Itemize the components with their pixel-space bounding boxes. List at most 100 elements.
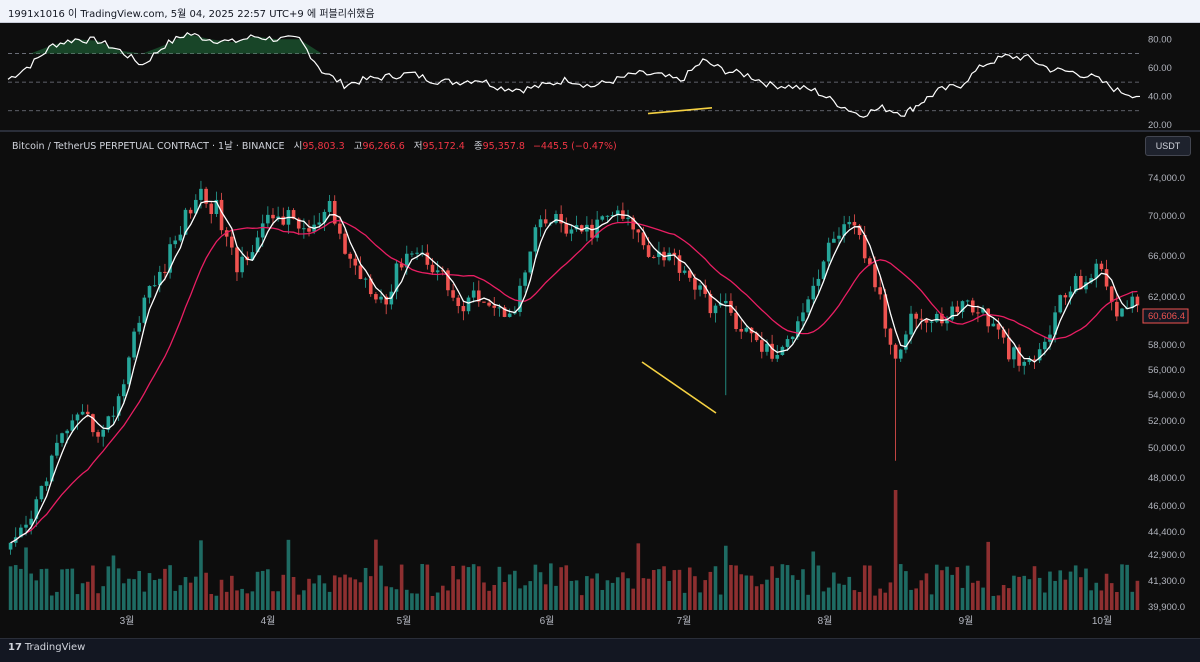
candle-body — [296, 218, 301, 229]
candle-body — [44, 481, 49, 486]
candle-body — [543, 219, 548, 224]
volume-bar — [1109, 583, 1114, 610]
tradingview-brand[interactable]: 17 TradingView — [8, 642, 85, 653]
candle-body — [837, 235, 841, 239]
price-tick-label: 46,000.0 — [1148, 501, 1185, 512]
change-value: −445.5 (−0.47%) — [532, 141, 617, 152]
candle-body — [276, 216, 280, 219]
volume-bar — [868, 565, 872, 610]
brand-name: TradingView — [24, 642, 86, 653]
volume-bar — [981, 587, 985, 610]
price-tick-label: 58,000.0 — [1148, 340, 1185, 351]
time-axis-label: 5월 — [397, 615, 412, 627]
candle-body — [785, 339, 790, 347]
volume-bar — [502, 582, 507, 610]
candle-body — [260, 223, 265, 238]
volume-bar — [950, 574, 954, 610]
candle-body — [194, 199, 198, 214]
candle-body — [60, 433, 64, 443]
volume-bar — [410, 593, 414, 610]
price-tick-label: 41,300.0 — [1148, 576, 1185, 587]
volume-bar — [667, 580, 671, 610]
candle-body — [142, 297, 147, 323]
candle-body — [379, 296, 383, 300]
candle-body — [281, 216, 286, 225]
rsi-divergence-line — [647, 107, 713, 115]
volume-bar — [528, 581, 533, 610]
candle-body — [1048, 334, 1052, 342]
rsi-pane[interactable]: 80.00 60.00 40.00 20.00 — [0, 23, 1200, 131]
currency-button[interactable]: USDT — [1145, 136, 1191, 156]
volume-bar — [646, 578, 651, 610]
candle-body — [399, 263, 404, 268]
volume-bar — [230, 575, 234, 610]
price-tick-label: 74,000.0 — [1148, 173, 1185, 184]
candle-body — [1022, 361, 1027, 366]
candle-body — [667, 252, 671, 261]
volume-bar — [353, 579, 358, 610]
candle-body — [1053, 312, 1057, 335]
volume-bar — [1130, 591, 1135, 610]
volume-bar — [461, 565, 466, 610]
volume-bar — [255, 571, 260, 610]
volume-bar — [219, 579, 224, 610]
candle-body — [29, 518, 33, 525]
candle-body — [976, 312, 980, 314]
price-tick-label: 66,000.0 — [1148, 251, 1185, 262]
candle-body — [147, 285, 152, 298]
candle-body — [1104, 269, 1109, 287]
candle-body — [569, 229, 574, 234]
volume-bar — [626, 578, 630, 610]
candle-body — [1109, 286, 1114, 302]
volume-bar — [214, 595, 219, 610]
volume-bar — [121, 583, 126, 610]
candle-body — [801, 312, 805, 322]
volume-bar — [183, 577, 188, 610]
candle-body — [451, 290, 455, 298]
candle-body — [39, 485, 44, 500]
candle-body — [240, 256, 244, 273]
candle-body — [960, 301, 965, 313]
volume-bar — [80, 583, 85, 610]
volume-bar — [636, 543, 641, 610]
candle-body — [533, 227, 538, 252]
volume-bar — [703, 580, 708, 610]
candle-body — [235, 247, 239, 273]
candle-body — [590, 224, 594, 238]
volume-bar — [605, 580, 610, 610]
candle-body — [430, 264, 435, 273]
candle-body — [106, 416, 111, 430]
price-tick-label: 44,400.0 — [1148, 527, 1185, 538]
volume-bar — [435, 592, 440, 610]
volume-bar — [585, 576, 589, 610]
volume-bar — [734, 565, 738, 610]
volume-bar — [327, 591, 332, 610]
candle-body — [1120, 308, 1124, 317]
rsi-line — [7, 32, 1141, 118]
price-chart: 74,000.0 70,000.0 66,000.0 62,000.0 58,000.0… — [8, 173, 1189, 627]
volume-bar — [790, 575, 795, 610]
candle-body — [682, 270, 687, 273]
candle-body — [672, 252, 677, 256]
rsi-tick-label: 20.00 — [1148, 120, 1172, 130]
volume-bar — [60, 569, 64, 610]
volume-bar — [595, 573, 599, 610]
volume-bar — [85, 581, 90, 610]
candle-body — [924, 319, 929, 323]
candle-body — [564, 223, 569, 234]
volume-bars — [8, 490, 1140, 610]
volume-bar — [430, 595, 435, 610]
volume-bar — [266, 569, 270, 610]
volume-bar — [204, 572, 208, 610]
candle-body — [1006, 337, 1011, 360]
candle-body — [96, 432, 100, 437]
volume-bar — [538, 572, 543, 610]
price-pane[interactable]: 74,000.0 70,000.0 66,000.0 62,000.0 58,000.0… — [0, 132, 1200, 638]
volume-bar — [163, 568, 167, 610]
candle-body — [224, 230, 229, 237]
pane-separator[interactable] — [0, 130, 1200, 132]
volume-bar — [312, 583, 316, 610]
candle-body — [374, 294, 378, 300]
volume-bar — [384, 586, 388, 610]
candle-body — [19, 527, 23, 538]
